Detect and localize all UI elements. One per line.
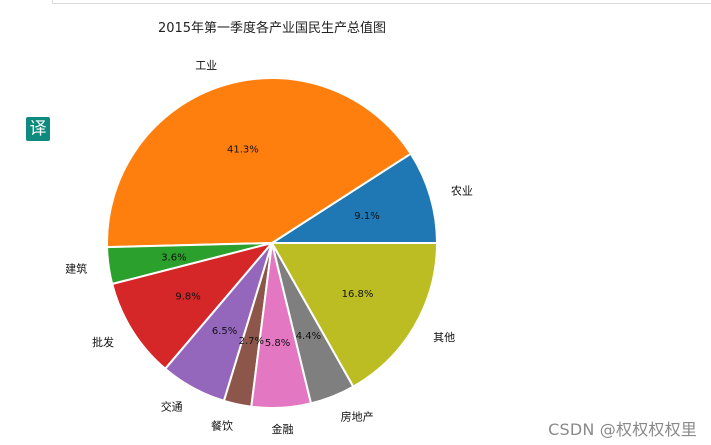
pie-slice-4 xyxy=(110,241,275,371)
slice-label-6: 餐饮 xyxy=(211,418,233,432)
slice-label-2: 工业 xyxy=(195,59,217,72)
slice-label-5: 交通 xyxy=(161,400,183,414)
slice-percent-7: 5.8% xyxy=(265,338,290,349)
slice-percent-1: 9.1% xyxy=(354,211,379,222)
slice-label-9: 其他 xyxy=(433,331,455,344)
slice-label-4: 批发 xyxy=(92,335,114,349)
pie-slice-9 xyxy=(270,242,439,388)
slice-percent-2: 41.3% xyxy=(227,144,259,155)
csdn-watermark: CSDN @权权权权里 xyxy=(548,420,697,439)
top-input-border xyxy=(52,0,711,4)
chart-title: 2015年第一季度各产业国民生产总值图 xyxy=(158,20,386,36)
pie-slice-2 xyxy=(106,77,413,249)
translate-icon[interactable]: 译 xyxy=(26,117,50,141)
slice-percent-5: 6.5% xyxy=(212,326,237,337)
slice-percent-9: 16.8% xyxy=(342,289,374,300)
pie-slice-1 xyxy=(268,152,439,244)
slice-label-3: 建筑 xyxy=(65,262,87,276)
pie-slices xyxy=(106,77,439,409)
slice-label-8: 房地产 xyxy=(341,409,374,423)
slice-percent-3: 3.6% xyxy=(161,253,186,264)
pie-labels: 农业 9.1% 工业 41.3% 建筑 3.6% 批发 9.8% 交通 6.5% 餐饮 2.7% 金融 5… xyxy=(65,59,473,436)
slice-label-7: 金融 xyxy=(272,422,294,436)
slice-percent-8: 4.4% xyxy=(296,331,321,342)
slice-percent-4: 9.8% xyxy=(175,292,200,303)
slice-percent-6: 2.7% xyxy=(239,336,264,347)
slice-label-1: 农业 xyxy=(451,183,473,197)
